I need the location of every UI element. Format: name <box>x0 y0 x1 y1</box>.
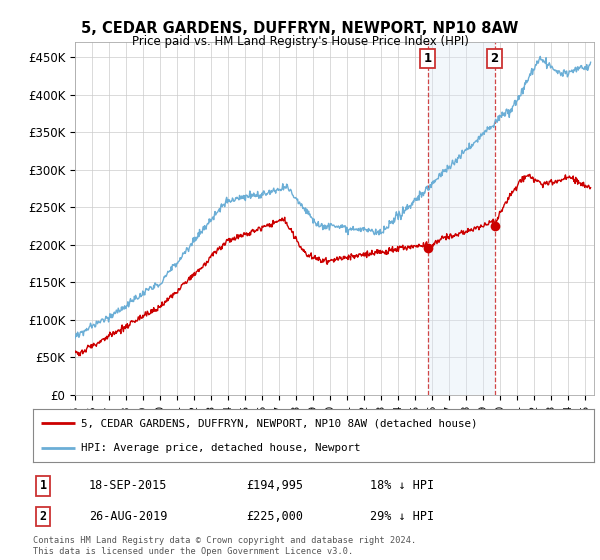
Text: 26-AUG-2019: 26-AUG-2019 <box>89 510 167 523</box>
Text: £194,995: £194,995 <box>246 479 303 492</box>
Text: 18-SEP-2015: 18-SEP-2015 <box>89 479 167 492</box>
Text: 1: 1 <box>40 479 47 492</box>
Text: 2: 2 <box>40 510 47 523</box>
Text: £225,000: £225,000 <box>246 510 303 523</box>
Text: 1: 1 <box>424 52 431 65</box>
Text: 29% ↓ HPI: 29% ↓ HPI <box>370 510 434 523</box>
Text: 2: 2 <box>491 52 499 65</box>
Text: HPI: Average price, detached house, Newport: HPI: Average price, detached house, Newp… <box>80 442 360 452</box>
Text: Contains HM Land Registry data © Crown copyright and database right 2024.
This d: Contains HM Land Registry data © Crown c… <box>33 536 416 556</box>
Text: 5, CEDAR GARDENS, DUFFRYN, NEWPORT, NP10 8AW (detached house): 5, CEDAR GARDENS, DUFFRYN, NEWPORT, NP10… <box>80 418 477 428</box>
Bar <box>428 42 494 395</box>
Text: Price paid vs. HM Land Registry's House Price Index (HPI): Price paid vs. HM Land Registry's House … <box>131 35 469 48</box>
Text: 18% ↓ HPI: 18% ↓ HPI <box>370 479 434 492</box>
Text: 5, CEDAR GARDENS, DUFFRYN, NEWPORT, NP10 8AW: 5, CEDAR GARDENS, DUFFRYN, NEWPORT, NP10… <box>82 21 518 36</box>
